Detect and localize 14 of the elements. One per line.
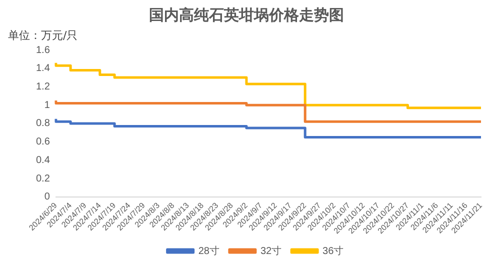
y-tick-label: 1.2 — [36, 81, 50, 92]
y-tick-label: 0.6 — [36, 136, 50, 148]
legend-label: 36寸 — [322, 244, 344, 257]
y-tick-label: 0.8 — [36, 118, 50, 130]
legend-label: 32寸 — [260, 244, 282, 257]
y-tick-label: 0.2 — [36, 173, 50, 184]
chart-title: 国内高纯石英坩埚价格走势图 — [148, 6, 345, 25]
y-tick-label: 0 — [44, 192, 50, 203]
y-tick-label: 1 — [44, 100, 50, 111]
y-axis-title: 单位：万元/只 — [8, 28, 78, 43]
y-tick-label: 1.6 — [36, 44, 50, 56]
y-tick-label: 1.4 — [36, 63, 50, 74]
legend-label: 28寸 — [198, 244, 220, 257]
y-tick-label: 0.4 — [36, 154, 50, 166]
